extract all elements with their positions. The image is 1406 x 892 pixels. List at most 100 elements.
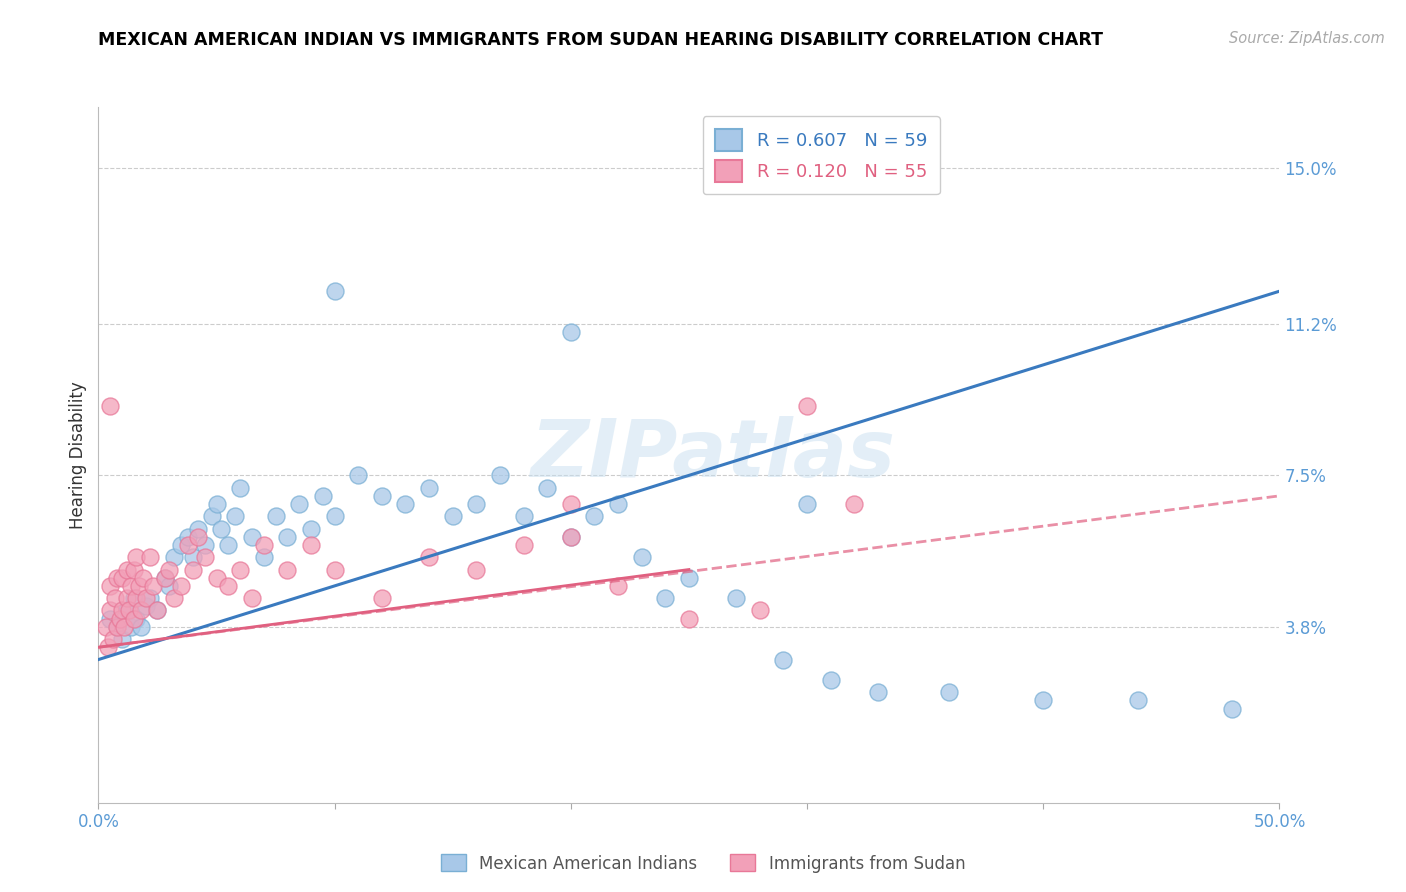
Point: [418, 550, 440, 565]
Point: [796, 497, 818, 511]
Point: [240, 591, 263, 606]
Point: [98, 399, 121, 413]
Point: [678, 612, 700, 626]
Point: [323, 509, 346, 524]
Point: [560, 530, 582, 544]
Point: [312, 489, 335, 503]
Point: [1220, 701, 1243, 715]
Point: [105, 571, 128, 585]
Point: [142, 579, 165, 593]
Point: [607, 497, 630, 511]
Point: [187, 522, 209, 536]
Point: [105, 620, 128, 634]
Point: [844, 497, 866, 511]
Point: [536, 481, 558, 495]
Point: [122, 562, 145, 576]
Point: [224, 509, 246, 524]
Point: [229, 481, 252, 495]
Point: [371, 489, 394, 503]
Point: [163, 591, 186, 606]
Point: [560, 530, 582, 544]
Point: [105, 620, 128, 634]
Point: [253, 550, 276, 565]
Point: [866, 685, 889, 699]
Point: [264, 509, 287, 524]
Point: [323, 562, 346, 576]
Point: [146, 603, 169, 617]
Point: [132, 571, 155, 585]
Point: [276, 562, 298, 576]
Point: [135, 591, 157, 606]
Point: [125, 612, 148, 626]
Point: [288, 497, 311, 511]
Text: ZIPatlas: ZIPatlas: [530, 416, 896, 494]
Point: [299, 522, 322, 536]
Point: [153, 571, 176, 585]
Point: [654, 591, 676, 606]
Point: [181, 550, 204, 565]
Point: [194, 538, 217, 552]
Point: [177, 530, 200, 544]
Point: [153, 571, 176, 585]
Point: [98, 579, 121, 593]
Point: [157, 562, 180, 576]
Point: [1126, 693, 1149, 707]
Text: MEXICAN AMERICAN INDIAN VS IMMIGRANTS FROM SUDAN HEARING DISABILITY CORRELATION : MEXICAN AMERICAN INDIAN VS IMMIGRANTS FR…: [98, 31, 1104, 49]
Point: [1032, 693, 1054, 707]
Y-axis label: Hearing Disability: Hearing Disability: [69, 381, 87, 529]
Point: [347, 468, 370, 483]
Point: [796, 399, 818, 413]
Point: [201, 509, 224, 524]
Point: [111, 571, 134, 585]
Point: [276, 530, 298, 544]
Point: [125, 550, 148, 565]
Point: [135, 599, 157, 614]
Point: [125, 591, 148, 606]
Point: [323, 284, 346, 298]
Point: [583, 509, 606, 524]
Point: [465, 497, 488, 511]
Point: [115, 562, 138, 576]
Point: [725, 591, 748, 606]
Point: [139, 550, 162, 565]
Point: [111, 632, 134, 646]
Point: [122, 612, 145, 626]
Point: [938, 685, 960, 699]
Point: [820, 673, 842, 687]
Point: [512, 538, 534, 552]
Point: [128, 579, 150, 593]
Point: [187, 530, 209, 544]
Point: [139, 591, 162, 606]
Point: [253, 538, 276, 552]
Point: [607, 579, 630, 593]
Point: [177, 538, 200, 552]
Point: [122, 591, 145, 606]
Point: [146, 603, 169, 617]
Point: [205, 571, 228, 585]
Point: [772, 652, 794, 666]
Point: [748, 603, 770, 617]
Point: [115, 591, 138, 606]
Point: [170, 538, 193, 552]
Point: [240, 530, 263, 544]
Legend: R = 0.607   N = 59, R = 0.120   N = 55: R = 0.607 N = 59, R = 0.120 N = 55: [703, 116, 939, 194]
Point: [181, 562, 204, 576]
Point: [98, 603, 121, 617]
Point: [129, 620, 152, 634]
Point: [209, 522, 232, 536]
Point: [217, 538, 239, 552]
Point: [112, 620, 135, 634]
Point: [101, 632, 124, 646]
Point: [104, 591, 127, 606]
Point: [205, 497, 228, 511]
Point: [94, 620, 117, 634]
Point: [441, 509, 464, 524]
Point: [418, 481, 440, 495]
Point: [560, 497, 582, 511]
Point: [121, 620, 143, 634]
Point: [371, 591, 394, 606]
Point: [299, 538, 322, 552]
Point: [630, 550, 652, 565]
Point: [678, 571, 700, 585]
Point: [163, 550, 186, 565]
